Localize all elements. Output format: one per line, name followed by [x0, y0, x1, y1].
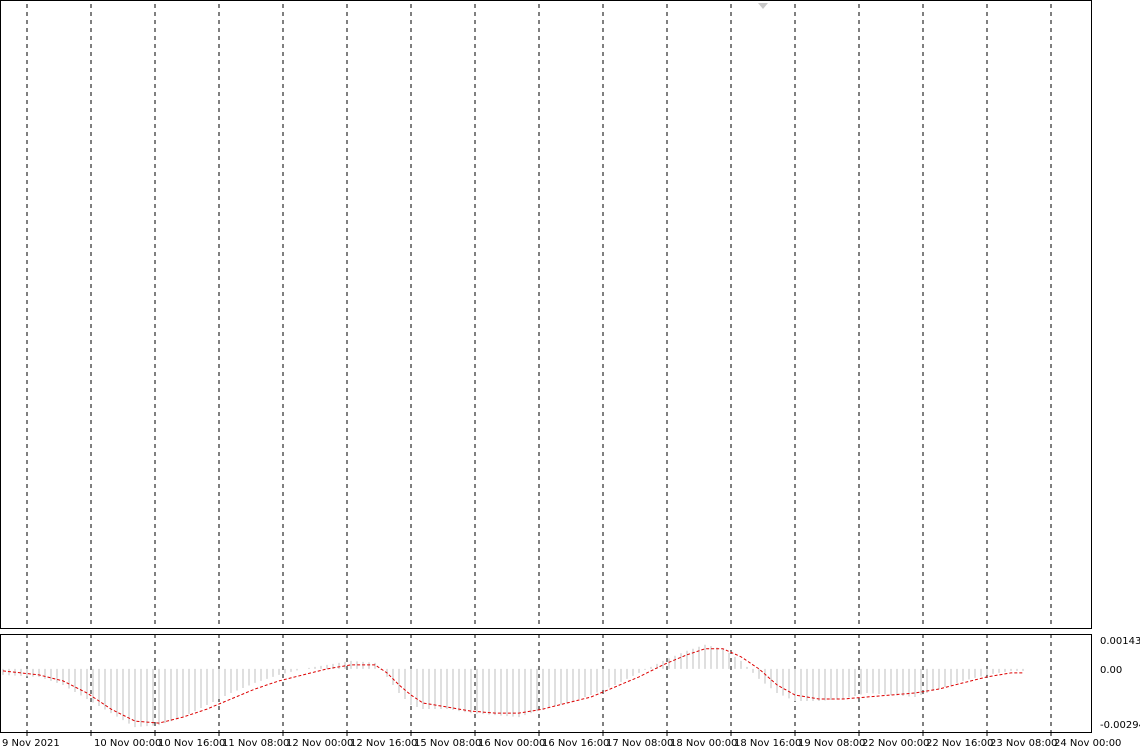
oscillator-axis: 0.001437 0.00 -0.002943	[1100, 636, 1140, 731]
time-tick-label: 10 Nov 00:00	[94, 738, 161, 749]
time-tick-label: 18 Nov 16:00	[734, 738, 801, 749]
time-tick-label: 12 Nov 16:00	[350, 738, 417, 749]
time-tick-label: 23 Nov 08:00	[990, 738, 1057, 749]
time-tick-label: 19 Nov 08:00	[798, 738, 865, 749]
time-tick-label: 16 Nov 16:00	[542, 738, 609, 749]
price-pane-border	[0, 0, 1092, 629]
time-tick-label: 10 Nov 16:00	[158, 738, 225, 749]
oscillator-pane	[2, 644, 1024, 728]
level-tag-label: 1.16187	[1098, 0, 1139, 1]
time-tick-label: 15 Nov 08:00	[414, 738, 481, 749]
time-tick-label: 12 Nov 00:00	[286, 738, 353, 749]
oscillator-pane-border	[0, 634, 1092, 733]
oscillator-tick-label: 0.00	[1100, 665, 1122, 676]
oscillator-signal-line	[2, 648, 1023, 724]
level-tags: 1.161871.159001.155771.153261.149701.146…	[1098, 0, 1139, 1]
time-tick-label: 24 Nov 00:00	[1054, 738, 1121, 749]
time-tick-label: 9 Nov 2021	[2, 738, 60, 749]
time-tick-label: 18 Nov 00:00	[670, 738, 737, 749]
grid-layer	[26, 4, 1052, 732]
time-tick-label: 17 Nov 08:00	[606, 738, 673, 749]
time-tick-label: 16 Nov 00:00	[478, 738, 545, 749]
scroll-marker-icon	[758, 3, 768, 9]
oscillator-tick-label: -0.002943	[1100, 720, 1140, 731]
time-tick-label: 22 Nov 16:00	[926, 738, 993, 749]
chart-frame	[0, 0, 1092, 733]
time-tick-label: 11 Nov 08:00	[222, 738, 289, 749]
time-tick-label: 22 Nov 00:00	[862, 738, 929, 749]
oscillator-tick-label: 0.001437	[1100, 636, 1140, 647]
